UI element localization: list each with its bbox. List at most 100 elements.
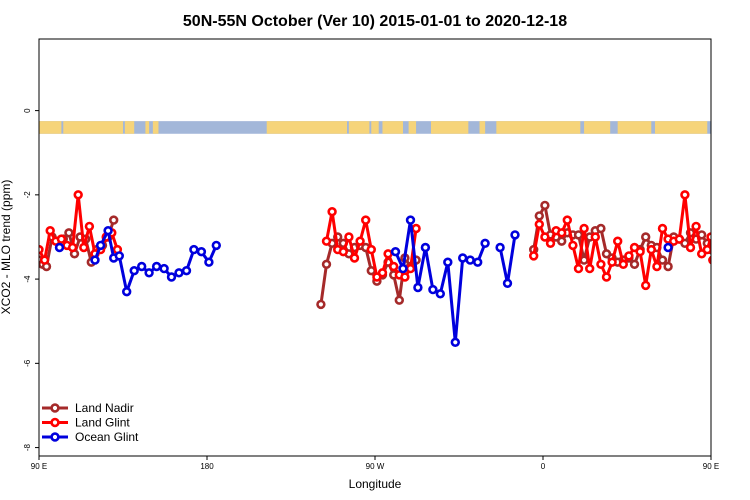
- data-point-ocean-glint: [159, 263, 169, 274]
- data-point-land-glint: [702, 244, 711, 255]
- legend-label: Ocean Glint: [75, 430, 139, 444]
- data-point-land-glint: [56, 234, 67, 244]
- data-point-land-nadir: [321, 259, 332, 269]
- y-tick-label: -4: [23, 275, 32, 283]
- data-point-ocean-glint: [151, 261, 162, 272]
- data-point-land-glint: [344, 232, 354, 242]
- data-point-ocean-glint: [413, 282, 423, 293]
- series-land-glint: [39, 190, 750, 291]
- data-point-land-glint: [732, 242, 739, 249]
- data-point-land-nadir: [715, 261, 722, 268]
- data-point-ocean-glint: [420, 242, 431, 253]
- y-tick-label: -8: [23, 443, 32, 451]
- x-tick-label: 90 W: [366, 462, 385, 471]
- legend-item-land-nadir: Land Nadir: [42, 401, 134, 415]
- data-point-land-nadir: [732, 238, 739, 245]
- data-point-land-glint: [45, 226, 55, 236]
- land-band-segment: [63, 121, 123, 134]
- data-point-land-glint: [652, 261, 662, 272]
- land-band-segment: [711, 121, 733, 134]
- data-point-land-glint: [612, 236, 623, 246]
- data-point-land-glint: [721, 238, 728, 245]
- data-point-land-glint: [584, 263, 595, 274]
- data-point-land-glint: [411, 223, 421, 234]
- land-band-segment: [735, 121, 750, 134]
- data-point-land-glint: [400, 272, 410, 282]
- land-band-segment: [408, 121, 417, 134]
- data-point-ocean-glint: [211, 240, 222, 251]
- legend-item-land-glint: Land Glint: [42, 416, 130, 430]
- data-point-land-glint: [590, 232, 600, 242]
- data-point-ocean-glint: [196, 247, 207, 257]
- data-point-ocean-glint: [465, 255, 475, 265]
- data-point-land-glint: [39, 244, 44, 255]
- data-point-land-nadir: [573, 230, 584, 240]
- y-axis-ticks: 0 -2 -4 -6 -8: [23, 108, 39, 451]
- land-band-segment: [124, 121, 135, 134]
- data-point-ocean-glint: [502, 278, 513, 288]
- land-band-segment: [479, 121, 486, 134]
- data-point-land-nadir: [743, 229, 750, 236]
- data-point-land-nadir: [721, 263, 728, 270]
- data-point-ocean-glint: [189, 244, 199, 255]
- land-band-segment: [266, 121, 347, 134]
- data-point-land-glint: [73, 190, 83, 200]
- x-tick-label: 90 E: [703, 462, 719, 471]
- data-point-ocean-glint: [736, 257, 743, 264]
- chart-title: 50N-55N October (Ver 10) 2015-01-01 to 2…: [183, 13, 567, 30]
- legend-marker: [50, 432, 60, 442]
- data-point-land-nadir: [579, 255, 589, 265]
- data-point-land-glint: [389, 261, 399, 272]
- data-point-land-glint: [377, 268, 388, 278]
- data-point-land-glint: [635, 247, 645, 257]
- legend-marker: [50, 417, 60, 428]
- legend-label: Land Nadir: [75, 401, 134, 415]
- data-point-land-glint: [562, 215, 572, 225]
- data-point-land-glint: [607, 257, 617, 267]
- data-point-land-glint: [680, 190, 690, 200]
- data-point-ocean-glint: [663, 242, 673, 253]
- data-point-ocean-glint: [121, 287, 132, 297]
- legend-item-ocean-glint: Ocean Glint: [42, 430, 139, 444]
- data-point-land-glint: [349, 253, 360, 263]
- x-tick-label: 90 E: [31, 462, 47, 471]
- x-axis-label: Longitude: [349, 477, 402, 491]
- data-point-land-glint: [540, 232, 550, 242]
- data-point-land-glint: [67, 242, 78, 253]
- land-band-segment: [382, 121, 403, 134]
- data-point-land-glint: [726, 236, 733, 243]
- data-point-land-nadir: [108, 215, 119, 225]
- data-point-land-glint: [738, 244, 745, 251]
- series-line-ocean-glint: [394, 218, 487, 344]
- data-point-ocean-glint: [390, 247, 401, 257]
- data-point-ocean-glint: [428, 284, 438, 295]
- data-point-ocean-glint: [443, 257, 453, 267]
- data-point-ocean-glint: [114, 251, 125, 261]
- data-point-land-glint: [39, 255, 50, 265]
- data-point-land-glint: [743, 191, 750, 198]
- data-point-land-nadir: [596, 223, 606, 234]
- data-point-ocean-glint: [95, 240, 106, 251]
- data-point-land-glint: [534, 219, 544, 230]
- land-band-segment: [145, 121, 150, 134]
- data-point-land-glint: [640, 280, 651, 291]
- data-point-land-glint: [321, 236, 332, 246]
- series-ocean-glint: [54, 215, 743, 347]
- data-point-land-glint: [657, 223, 668, 234]
- land-band-segment: [655, 121, 708, 134]
- data-point-ocean-glint: [144, 268, 154, 278]
- data-point-ocean-glint: [510, 230, 520, 240]
- land-band-segment: [584, 121, 611, 134]
- land-ocean-band: [39, 121, 750, 134]
- data-point-ocean-glint: [174, 268, 184, 278]
- land-band-segment: [39, 121, 62, 134]
- data-point-ocean-glint: [450, 337, 460, 347]
- data-point-land-nadir: [663, 261, 673, 272]
- data-point-land-glint: [573, 263, 584, 274]
- y-tick-label: 0: [23, 108, 32, 113]
- data-point-ocean-glint: [166, 272, 177, 282]
- data-point-land-glint: [361, 215, 371, 225]
- data-point-ocean-glint: [204, 257, 214, 267]
- data-point-land-nadir: [738, 236, 745, 243]
